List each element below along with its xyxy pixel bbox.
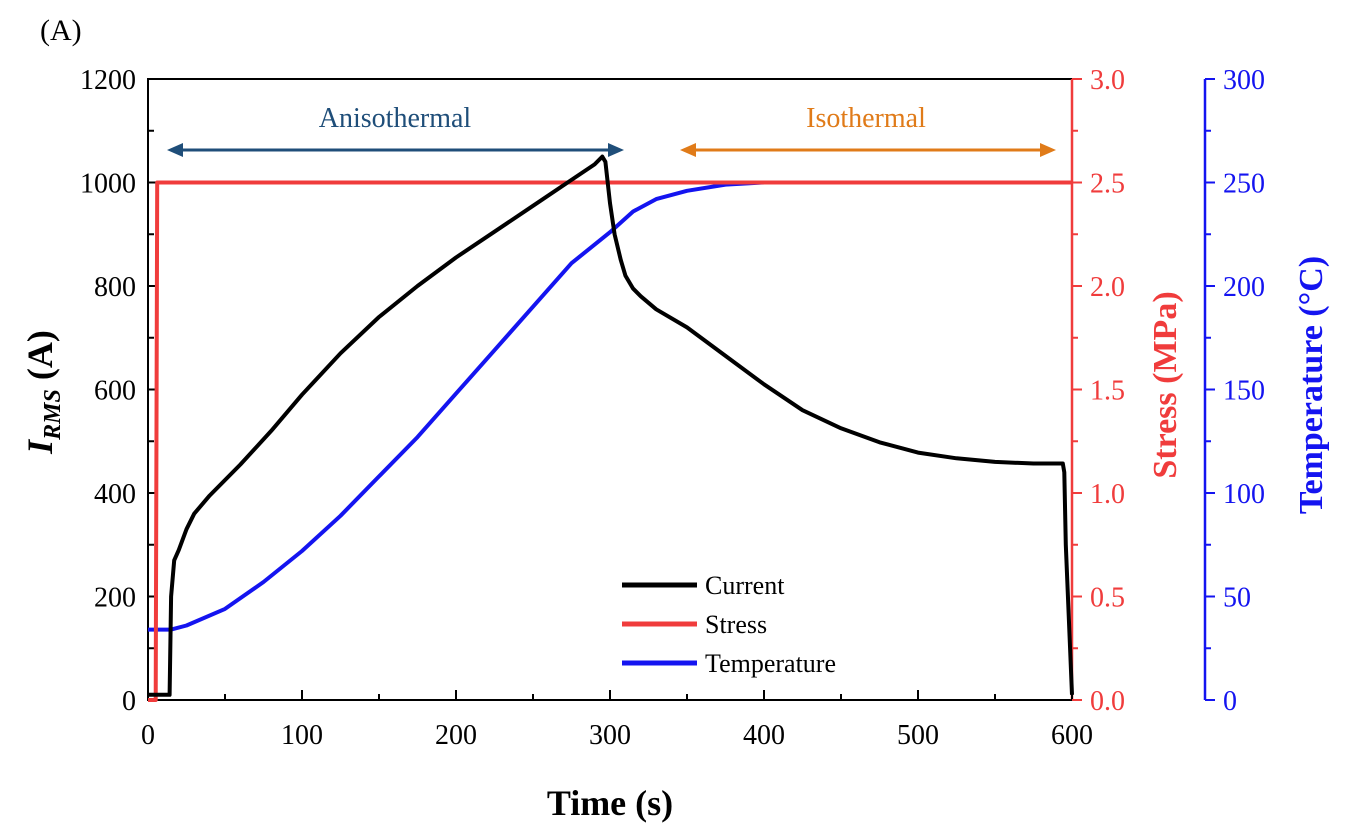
y-left-label-sub: RMS [40, 389, 66, 441]
isothermal-arrow-head-left [680, 143, 696, 157]
y-temperature-tick-label: 300 [1223, 65, 1265, 96]
plot-frame [147, 78, 1073, 701]
anisothermal-arrow [167, 143, 624, 157]
x-tick-label: 0 [141, 720, 155, 751]
y-temperature-tick-label: 0 [1223, 686, 1237, 717]
x-tick-label: 500 [897, 720, 939, 751]
y-stress-tick-label: 1.0 [1090, 479, 1125, 510]
legend: Current Stress Temperature [622, 571, 836, 678]
x-tick-label: 100 [281, 720, 323, 751]
x-tick-label: 300 [589, 720, 631, 751]
y-left-tick-label: 0 [122, 686, 136, 717]
isothermal-arrow [680, 143, 1056, 157]
y-stress-axis-title: Stress (MPa) [1147, 291, 1184, 478]
series-line-current [148, 154, 1074, 697]
series-layer [148, 154, 1074, 702]
y-stress-tick-label: 0.5 [1090, 583, 1125, 614]
series-line-temperature [148, 180, 1072, 632]
anisothermal-arrow-head-right [608, 143, 624, 157]
annotation-layer: Anisothermal Isothermal [167, 103, 1056, 157]
y-left-tick-label: 1200 [80, 65, 136, 96]
y-temperature-tick-label: 150 [1223, 376, 1265, 407]
y-left-tick-label: 200 [94, 583, 136, 614]
y-stress-tick-label: 0.0 [1090, 686, 1125, 717]
y-left-axis-title: IRMS (A) [20, 330, 66, 455]
x-tick-label: 400 [743, 720, 785, 751]
y-left-label-unit: (A) [20, 330, 60, 389]
y-stress-tick-label: 2.0 [1090, 272, 1125, 303]
y-temperature-axis-title: Temperature (°C) [1293, 256, 1330, 514]
isothermal-arrow-head-right [1040, 143, 1056, 157]
y-temperature-tick-label: 250 [1223, 169, 1265, 200]
y-stress-tick-label: 2.5 [1090, 169, 1125, 200]
x-tick-label: 200 [435, 720, 477, 751]
series-line-stress [148, 180, 1072, 702]
y-left-label-main: I [20, 438, 60, 455]
x-axis-title: Time (s) [547, 783, 673, 823]
y-stress-tick-label: 1.5 [1090, 376, 1125, 407]
legend-label-current: Current [705, 571, 785, 600]
anisothermal-label: Anisothermal [319, 103, 472, 134]
legend-label-stress: Stress [705, 610, 767, 639]
panel-label: (A) [40, 14, 82, 47]
y-left-tick-label: 400 [94, 479, 136, 510]
y-left-tick-label: 800 [94, 272, 136, 303]
y-temperature-tick-label: 50 [1223, 583, 1251, 614]
y-temperature-tick-label: 200 [1223, 272, 1265, 303]
axes-layer: 0 100 200 300 400 500 600020040060080010001200… [80, 65, 1265, 751]
y-temperature-tick-label: 100 [1223, 479, 1265, 510]
y-left-tick-label: 600 [94, 376, 136, 407]
isothermal-label: Isothermal [806, 103, 926, 134]
legend-label-temperature: Temperature [705, 649, 836, 678]
y-stress-tick-label: 3.0 [1090, 65, 1125, 96]
anisothermal-arrow-head-left [167, 143, 183, 157]
y-left-tick-label: 1000 [80, 169, 136, 200]
x-tick-label: 600 [1051, 720, 1093, 751]
